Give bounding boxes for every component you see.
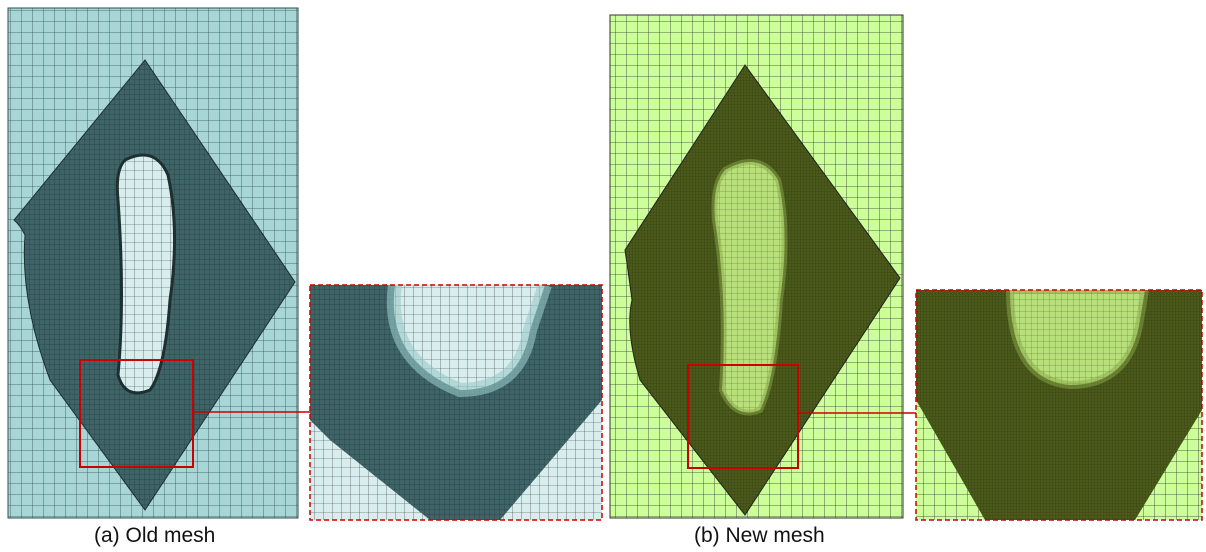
caption: (a) Old mesh xyxy=(94,524,215,548)
figure: (a) Old mesh (b) New mesh xyxy=(0,0,1206,552)
mesh-figure xyxy=(0,0,1206,552)
caption: (b) New mesh xyxy=(694,524,825,548)
new-mesh-refined-band xyxy=(714,162,784,413)
